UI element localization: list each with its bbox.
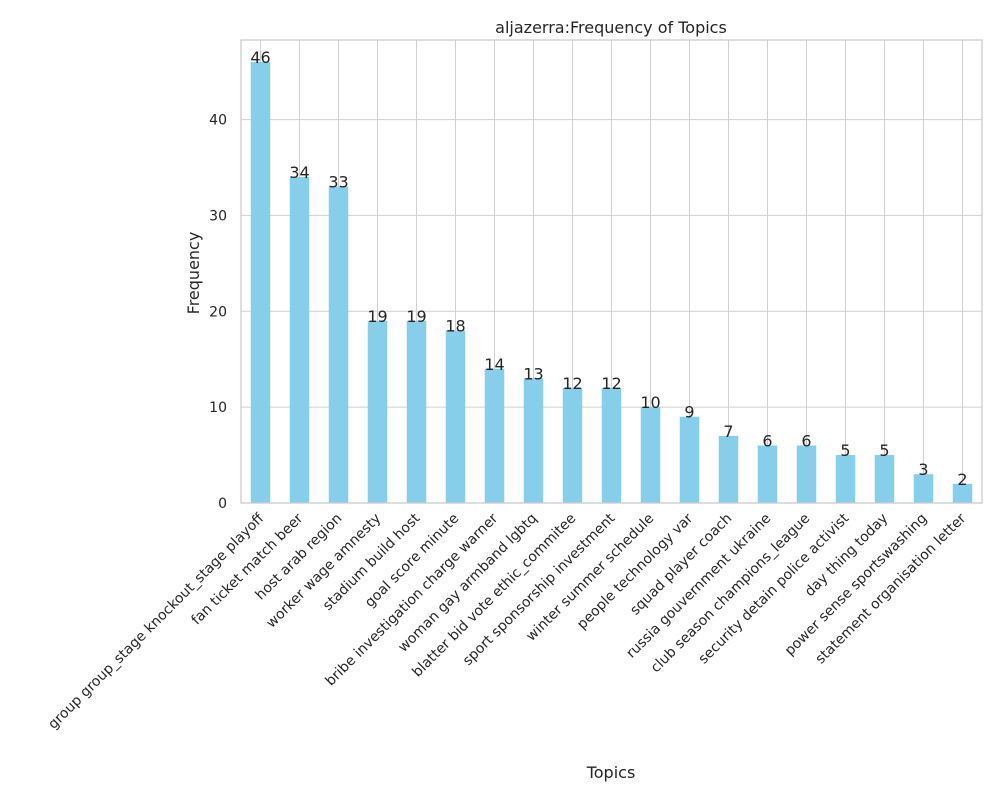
bar [718, 435, 739, 503]
data-label: 12 [562, 374, 582, 393]
bar [640, 407, 661, 503]
bar [523, 378, 544, 503]
x-axis-label: Topics [586, 763, 636, 782]
plot-frame [240, 39, 983, 504]
bar [874, 455, 895, 503]
bar [679, 416, 700, 503]
data-label: 18 [445, 316, 465, 335]
data-label: 6 [801, 431, 811, 450]
bar [913, 474, 934, 503]
data-labels: 46 34 33 19 19 18 14 13 12 12 10 9 7 6 6 5 5 3 2 [250, 48, 967, 489]
x-tick-label: power sense sportswashing [782, 511, 930, 659]
y-tick-label: 0 [218, 496, 227, 512]
y-tick-labels: 0 10 20 30 40 [209, 113, 227, 512]
x-tick-label: group group_stage knockout_stage playoff [45, 510, 267, 732]
chart-title: aljazerra:Frequency of Topics [495, 18, 727, 37]
x-tick-label: russia gouvernment ukraine [623, 511, 774, 662]
data-label: 7 [723, 422, 733, 441]
bar [250, 62, 271, 504]
data-label: 12 [601, 374, 621, 393]
bar [484, 368, 505, 503]
data-label: 34 [289, 163, 309, 182]
bar [952, 483, 973, 503]
data-label: 3 [918, 460, 928, 479]
y-tick-label: 30 [209, 208, 227, 224]
bar [328, 186, 349, 503]
data-label: 5 [840, 441, 850, 460]
bar [562, 387, 583, 503]
y-axis-label: Frequency [184, 232, 203, 315]
bars [250, 62, 973, 504]
bar [445, 330, 466, 503]
bar [289, 177, 310, 503]
data-label: 33 [328, 173, 348, 192]
data-label: 13 [523, 364, 543, 383]
data-label: 9 [684, 403, 694, 422]
bar [406, 320, 427, 503]
data-label: 46 [250, 48, 270, 67]
y-tick-label: 20 [209, 304, 227, 320]
x-tick-labels: group group_stage knockout_stage playoff… [45, 510, 969, 732]
bar [367, 320, 388, 503]
y-tick-label: 10 [209, 400, 227, 416]
bar [757, 445, 778, 503]
bar [796, 445, 817, 503]
data-label: 6 [762, 431, 772, 450]
bar [601, 387, 622, 503]
bar [835, 455, 856, 503]
data-label: 5 [879, 441, 889, 460]
y-tick-label: 40 [209, 113, 227, 129]
data-label: 19 [406, 307, 426, 326]
data-label: 19 [367, 307, 387, 326]
data-label: 10 [640, 393, 660, 412]
data-label: 2 [957, 470, 967, 489]
data-label: 14 [484, 355, 504, 374]
